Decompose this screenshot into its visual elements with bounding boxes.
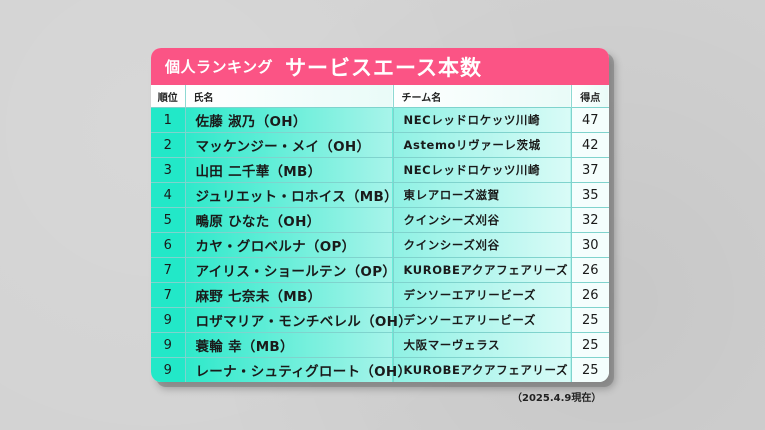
table-row: 6 カヤ・グロベルナ（OP） クインシーズ刈谷 30 (151, 232, 609, 258)
cell-points: 25 (571, 357, 609, 382)
table-row: 7 アイリス・ショールテン（OP） KUROBEアクアフェアリーズ 26 (151, 257, 609, 283)
cell-rank: 1 (151, 107, 186, 133)
title-bar: 個人ランキング サービスエース本数 (151, 48, 609, 85)
table-row: 9 蓑輪 幸（MB） 大阪マーヴェラス 25 (151, 332, 609, 358)
cell-points: 26 (571, 257, 609, 283)
table-row: 2 マッケンジー・メイ（OH） Astemoリヴァーレ茨城 42 (151, 132, 609, 158)
table-row: 9 レーナ・シュティグロート（OH） KUROBEアクアフェアリーズ 25 (151, 357, 609, 382)
cell-rank: 9 (151, 332, 186, 358)
cell-points: 30 (571, 232, 609, 258)
cell-rank: 5 (151, 207, 186, 233)
cell-rank: 6 (151, 232, 186, 258)
title-subtitle: 個人ランキング (165, 58, 274, 76)
header-team: チーム名 (393, 85, 572, 108)
table-header-row: 順位 氏名 チーム名 得点 (151, 85, 609, 108)
cell-name: ジュリエット・ロホイス（MB） (185, 182, 398, 208)
table-row: 3 山田 二千華（MB） NECレッドロケッツ川崎 37 (151, 157, 609, 183)
cell-points: 32 (571, 207, 609, 233)
cell-team: 大阪マーヴェラス (393, 332, 572, 358)
cell-team: NECレッドロケッツ川崎 (393, 107, 572, 133)
cell-rank: 7 (151, 282, 186, 308)
cell-points: 47 (571, 107, 609, 133)
table-row: 4 ジュリエット・ロホイス（MB） 東レアローズ滋賀 35 (151, 182, 609, 208)
cell-team: 東レアローズ滋賀 (393, 182, 572, 208)
cell-team: NECレッドロケッツ川崎 (393, 157, 572, 183)
ranking-table: 順位 氏名 チーム名 得点 1 佐藤 淑乃（OH） NECレッドロケッツ川崎 4… (151, 85, 609, 382)
page-title: サービスエース本数 (285, 55, 483, 80)
cell-team: クインシーズ刈谷 (393, 207, 572, 233)
cell-rank: 9 (151, 307, 186, 333)
cell-rank: 7 (151, 257, 186, 283)
cell-points: 26 (571, 282, 609, 308)
cell-points: 25 (571, 307, 609, 333)
cell-points: 42 (571, 132, 609, 158)
cell-name: 麻野 七奈未（MB） (185, 282, 394, 308)
cell-team: KUROBEアクアフェアリーズ (393, 257, 572, 283)
cell-name: レーナ・シュティグロート（OH） (185, 357, 411, 382)
table-row: 7 麻野 七奈未（MB） デンソーエアリービーズ 26 (151, 282, 609, 308)
cell-team: デンソーエアリービーズ (393, 282, 572, 308)
header-name: 氏名 (185, 85, 394, 108)
header-rank: 順位 (151, 85, 186, 108)
cell-rank: 4 (151, 182, 186, 208)
cell-name: マッケンジー・メイ（OH） (185, 132, 394, 158)
cell-team: Astemoリヴァーレ茨城 (393, 132, 572, 158)
cell-rank: 9 (151, 357, 186, 382)
table-row: 9 ロザマリア・モンチベレル（OH） デンソーエアリービーズ 25 (151, 307, 609, 333)
cell-name: 佐藤 淑乃（OH） (185, 107, 394, 133)
cell-points: 35 (571, 182, 609, 208)
cell-rank: 2 (151, 132, 186, 158)
header-points: 得点 (571, 85, 609, 108)
cell-name: カヤ・グロベルナ（OP） (185, 232, 394, 258)
cell-name: 鴫原 ひなた（OH） (185, 207, 394, 233)
as-of-date-note: （2025.4.9現在） (512, 393, 602, 404)
cell-team: デンソーエアリービーズ (393, 307, 572, 333)
table-row: 5 鴫原 ひなた（OH） クインシーズ刈谷 32 (151, 207, 609, 233)
cell-points: 25 (571, 332, 609, 358)
cell-name: 山田 二千華（MB） (185, 157, 394, 183)
ranking-card: 個人ランキング サービスエース本数 順位 氏名 チーム名 得点 1 佐藤 淑乃（… (151, 48, 609, 382)
table-row: 1 佐藤 淑乃（OH） NECレッドロケッツ川崎 47 (151, 107, 609, 133)
cell-team: クインシーズ刈谷 (393, 232, 572, 258)
cell-name: ロザマリア・モンチベレル（OH） (185, 307, 412, 333)
cell-team: KUROBEアクアフェアリーズ (393, 357, 572, 382)
cell-name: アイリス・ショールテン（OP） (185, 257, 396, 283)
cell-rank: 3 (151, 157, 186, 183)
cell-name: 蓑輪 幸（MB） (185, 332, 394, 358)
cell-points: 37 (571, 157, 609, 183)
